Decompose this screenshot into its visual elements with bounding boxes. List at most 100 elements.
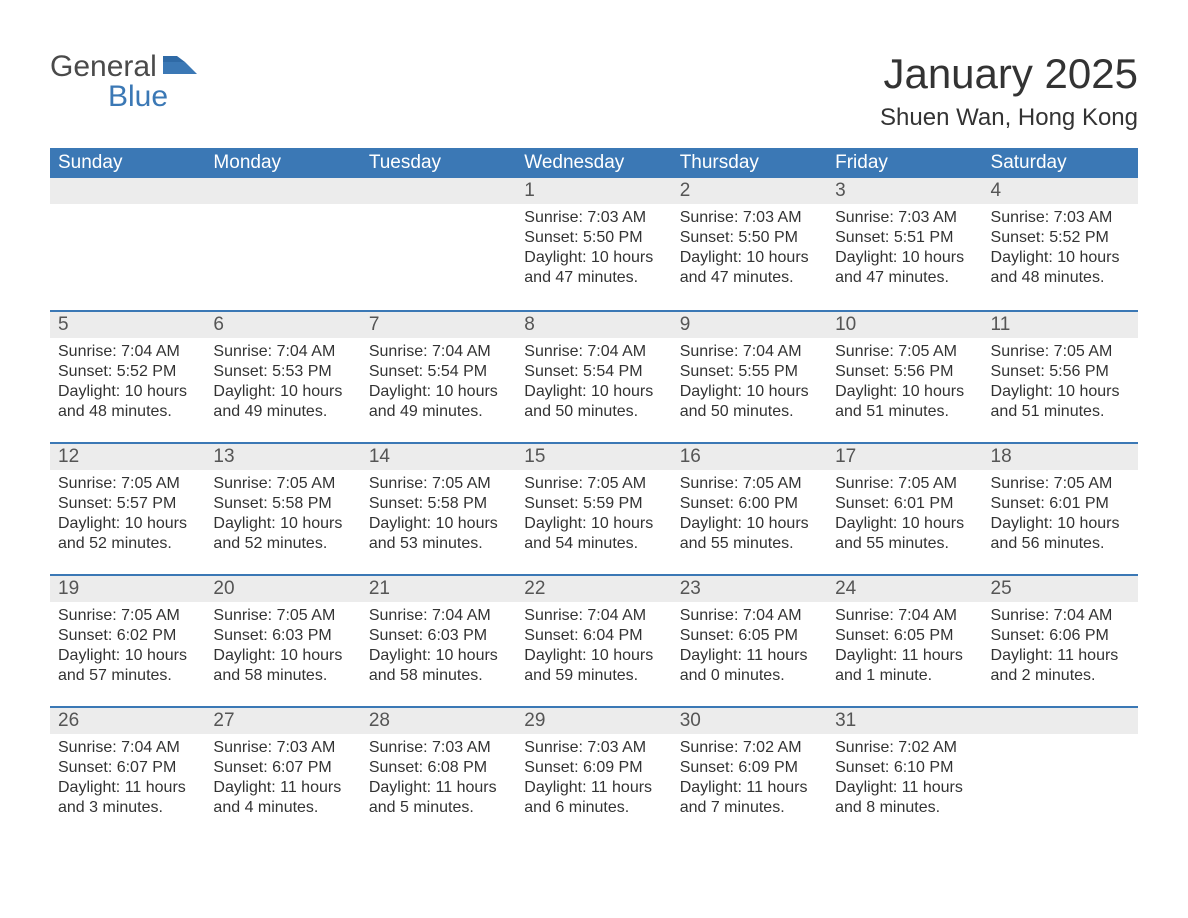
sunrise-text: Sunrise: 7:03 AM <box>991 208 1130 228</box>
logo-text-general: General <box>50 50 157 83</box>
day-details: Sunrise: 7:04 AMSunset: 6:04 PMDaylight:… <box>516 602 671 694</box>
calendar-cell: 19Sunrise: 7:05 AMSunset: 6:02 PMDayligh… <box>50 574 205 706</box>
sunrise-text: Sunrise: 7:05 AM <box>835 474 974 494</box>
empty-day <box>205 178 360 204</box>
daylight-text: Daylight: 10 hours and 50 minutes. <box>524 382 663 422</box>
day-details: Sunrise: 7:04 AMSunset: 6:06 PMDaylight:… <box>983 602 1138 694</box>
day-details: Sunrise: 7:04 AMSunset: 6:05 PMDaylight:… <box>672 602 827 694</box>
sunset-text: Sunset: 6:03 PM <box>369 626 508 646</box>
day-details: Sunrise: 7:02 AMSunset: 6:10 PMDaylight:… <box>827 734 982 826</box>
sunset-text: Sunset: 5:54 PM <box>524 362 663 382</box>
day-details: Sunrise: 7:05 AMSunset: 5:57 PMDaylight:… <box>50 470 205 562</box>
day-number: 27 <box>205 706 360 734</box>
calendar-cell: 7Sunrise: 7:04 AMSunset: 5:54 PMDaylight… <box>361 310 516 442</box>
daylight-text: Daylight: 10 hours and 57 minutes. <box>58 646 197 686</box>
logo: General Blue <box>50 50 197 114</box>
day-number: 29 <box>516 706 671 734</box>
calendar-week-row: 5Sunrise: 7:04 AMSunset: 5:52 PMDaylight… <box>50 310 1138 442</box>
day-number: 19 <box>50 574 205 602</box>
sunrise-text: Sunrise: 7:04 AM <box>369 606 508 626</box>
sunrise-text: Sunrise: 7:05 AM <box>213 474 352 494</box>
calendar-cell <box>361 178 516 310</box>
sunrise-text: Sunrise: 7:05 AM <box>58 606 197 626</box>
sunset-text: Sunset: 6:10 PM <box>835 758 974 778</box>
sunrise-text: Sunrise: 7:04 AM <box>524 342 663 362</box>
daylight-text: Daylight: 10 hours and 53 minutes. <box>369 514 508 554</box>
daylight-text: Daylight: 11 hours and 5 minutes. <box>369 778 508 818</box>
day-details: Sunrise: 7:04 AMSunset: 6:05 PMDaylight:… <box>827 602 982 694</box>
day-details: Sunrise: 7:05 AMSunset: 5:59 PMDaylight:… <box>516 470 671 562</box>
sunset-text: Sunset: 6:01 PM <box>991 494 1130 514</box>
calendar-cell: 15Sunrise: 7:05 AMSunset: 5:59 PMDayligh… <box>516 442 671 574</box>
sunset-text: Sunset: 6:05 PM <box>835 626 974 646</box>
day-details: Sunrise: 7:03 AMSunset: 5:50 PMDaylight:… <box>516 204 671 296</box>
day-number: 10 <box>827 310 982 338</box>
day-number: 4 <box>983 178 1138 204</box>
day-number: 18 <box>983 442 1138 470</box>
day-number: 14 <box>361 442 516 470</box>
calendar-cell: 27Sunrise: 7:03 AMSunset: 6:07 PMDayligh… <box>205 706 360 838</box>
day-number: 6 <box>205 310 360 338</box>
day-details: Sunrise: 7:05 AMSunset: 5:58 PMDaylight:… <box>361 470 516 562</box>
day-details: Sunrise: 7:03 AMSunset: 5:52 PMDaylight:… <box>983 204 1138 296</box>
day-details: Sunrise: 7:03 AMSunset: 6:07 PMDaylight:… <box>205 734 360 826</box>
calendar-cell: 5Sunrise: 7:04 AMSunset: 5:52 PMDaylight… <box>50 310 205 442</box>
day-details: Sunrise: 7:02 AMSunset: 6:09 PMDaylight:… <box>672 734 827 826</box>
empty-day <box>361 178 516 204</box>
sunrise-text: Sunrise: 7:03 AM <box>524 208 663 228</box>
sunset-text: Sunset: 5:50 PM <box>524 228 663 248</box>
sunset-text: Sunset: 5:50 PM <box>680 228 819 248</box>
location-label: Shuen Wan, Hong Kong <box>880 104 1138 132</box>
day-number: 16 <box>672 442 827 470</box>
day-details: Sunrise: 7:03 AMSunset: 5:51 PMDaylight:… <box>827 204 982 296</box>
day-number: 9 <box>672 310 827 338</box>
day-number: 17 <box>827 442 982 470</box>
day-number: 2 <box>672 178 827 204</box>
sunrise-text: Sunrise: 7:03 AM <box>835 208 974 228</box>
sunrise-text: Sunrise: 7:04 AM <box>680 606 819 626</box>
day-number: 25 <box>983 574 1138 602</box>
daylight-text: Daylight: 10 hours and 52 minutes. <box>58 514 197 554</box>
day-details: Sunrise: 7:05 AMSunset: 5:56 PMDaylight:… <box>983 338 1138 430</box>
calendar-week-row: 26Sunrise: 7:04 AMSunset: 6:07 PMDayligh… <box>50 706 1138 838</box>
day-details: Sunrise: 7:04 AMSunset: 6:07 PMDaylight:… <box>50 734 205 826</box>
daylight-text: Daylight: 10 hours and 47 minutes. <box>524 248 663 288</box>
daylight-text: Daylight: 11 hours and 3 minutes. <box>58 778 197 818</box>
sunset-text: Sunset: 5:58 PM <box>213 494 352 514</box>
calendar-cell: 23Sunrise: 7:04 AMSunset: 6:05 PMDayligh… <box>672 574 827 706</box>
calendar-cell: 10Sunrise: 7:05 AMSunset: 5:56 PMDayligh… <box>827 310 982 442</box>
calendar-cell <box>50 178 205 310</box>
day-details: Sunrise: 7:05 AMSunset: 5:58 PMDaylight:… <box>205 470 360 562</box>
daylight-text: Daylight: 10 hours and 47 minutes. <box>680 248 819 288</box>
sunset-text: Sunset: 6:01 PM <box>835 494 974 514</box>
calendar-cell: 3Sunrise: 7:03 AMSunset: 5:51 PMDaylight… <box>827 178 982 310</box>
daylight-text: Daylight: 10 hours and 51 minutes. <box>835 382 974 422</box>
daylight-text: Daylight: 10 hours and 55 minutes. <box>680 514 819 554</box>
sunset-text: Sunset: 6:09 PM <box>524 758 663 778</box>
daylight-text: Daylight: 10 hours and 47 minutes. <box>835 248 974 288</box>
day-details: Sunrise: 7:05 AMSunset: 6:03 PMDaylight:… <box>205 602 360 694</box>
daylight-text: Daylight: 10 hours and 56 minutes. <box>991 514 1130 554</box>
day-number: 15 <box>516 442 671 470</box>
day-number: 12 <box>50 442 205 470</box>
weekday-header: Sunday <box>50 148 205 178</box>
sunset-text: Sunset: 5:56 PM <box>991 362 1130 382</box>
day-details: Sunrise: 7:05 AMSunset: 5:56 PMDaylight:… <box>827 338 982 430</box>
calendar-cell: 13Sunrise: 7:05 AMSunset: 5:58 PMDayligh… <box>205 442 360 574</box>
day-details: Sunrise: 7:05 AMSunset: 6:00 PMDaylight:… <box>672 470 827 562</box>
sunset-text: Sunset: 6:05 PM <box>680 626 819 646</box>
sunrise-text: Sunrise: 7:04 AM <box>680 342 819 362</box>
sunset-text: Sunset: 6:07 PM <box>213 758 352 778</box>
daylight-text: Daylight: 10 hours and 49 minutes. <box>369 382 508 422</box>
day-number: 13 <box>205 442 360 470</box>
daylight-text: Daylight: 11 hours and 0 minutes. <box>680 646 819 686</box>
calendar-cell: 1Sunrise: 7:03 AMSunset: 5:50 PMDaylight… <box>516 178 671 310</box>
sunrise-text: Sunrise: 7:05 AM <box>680 474 819 494</box>
calendar-cell: 17Sunrise: 7:05 AMSunset: 6:01 PMDayligh… <box>827 442 982 574</box>
calendar-table: Sunday Monday Tuesday Wednesday Thursday… <box>50 148 1138 838</box>
sunset-text: Sunset: 5:58 PM <box>369 494 508 514</box>
sunrise-text: Sunrise: 7:02 AM <box>680 738 819 758</box>
sunrise-text: Sunrise: 7:05 AM <box>524 474 663 494</box>
day-details: Sunrise: 7:04 AMSunset: 5:53 PMDaylight:… <box>205 338 360 430</box>
sunrise-text: Sunrise: 7:04 AM <box>213 342 352 362</box>
